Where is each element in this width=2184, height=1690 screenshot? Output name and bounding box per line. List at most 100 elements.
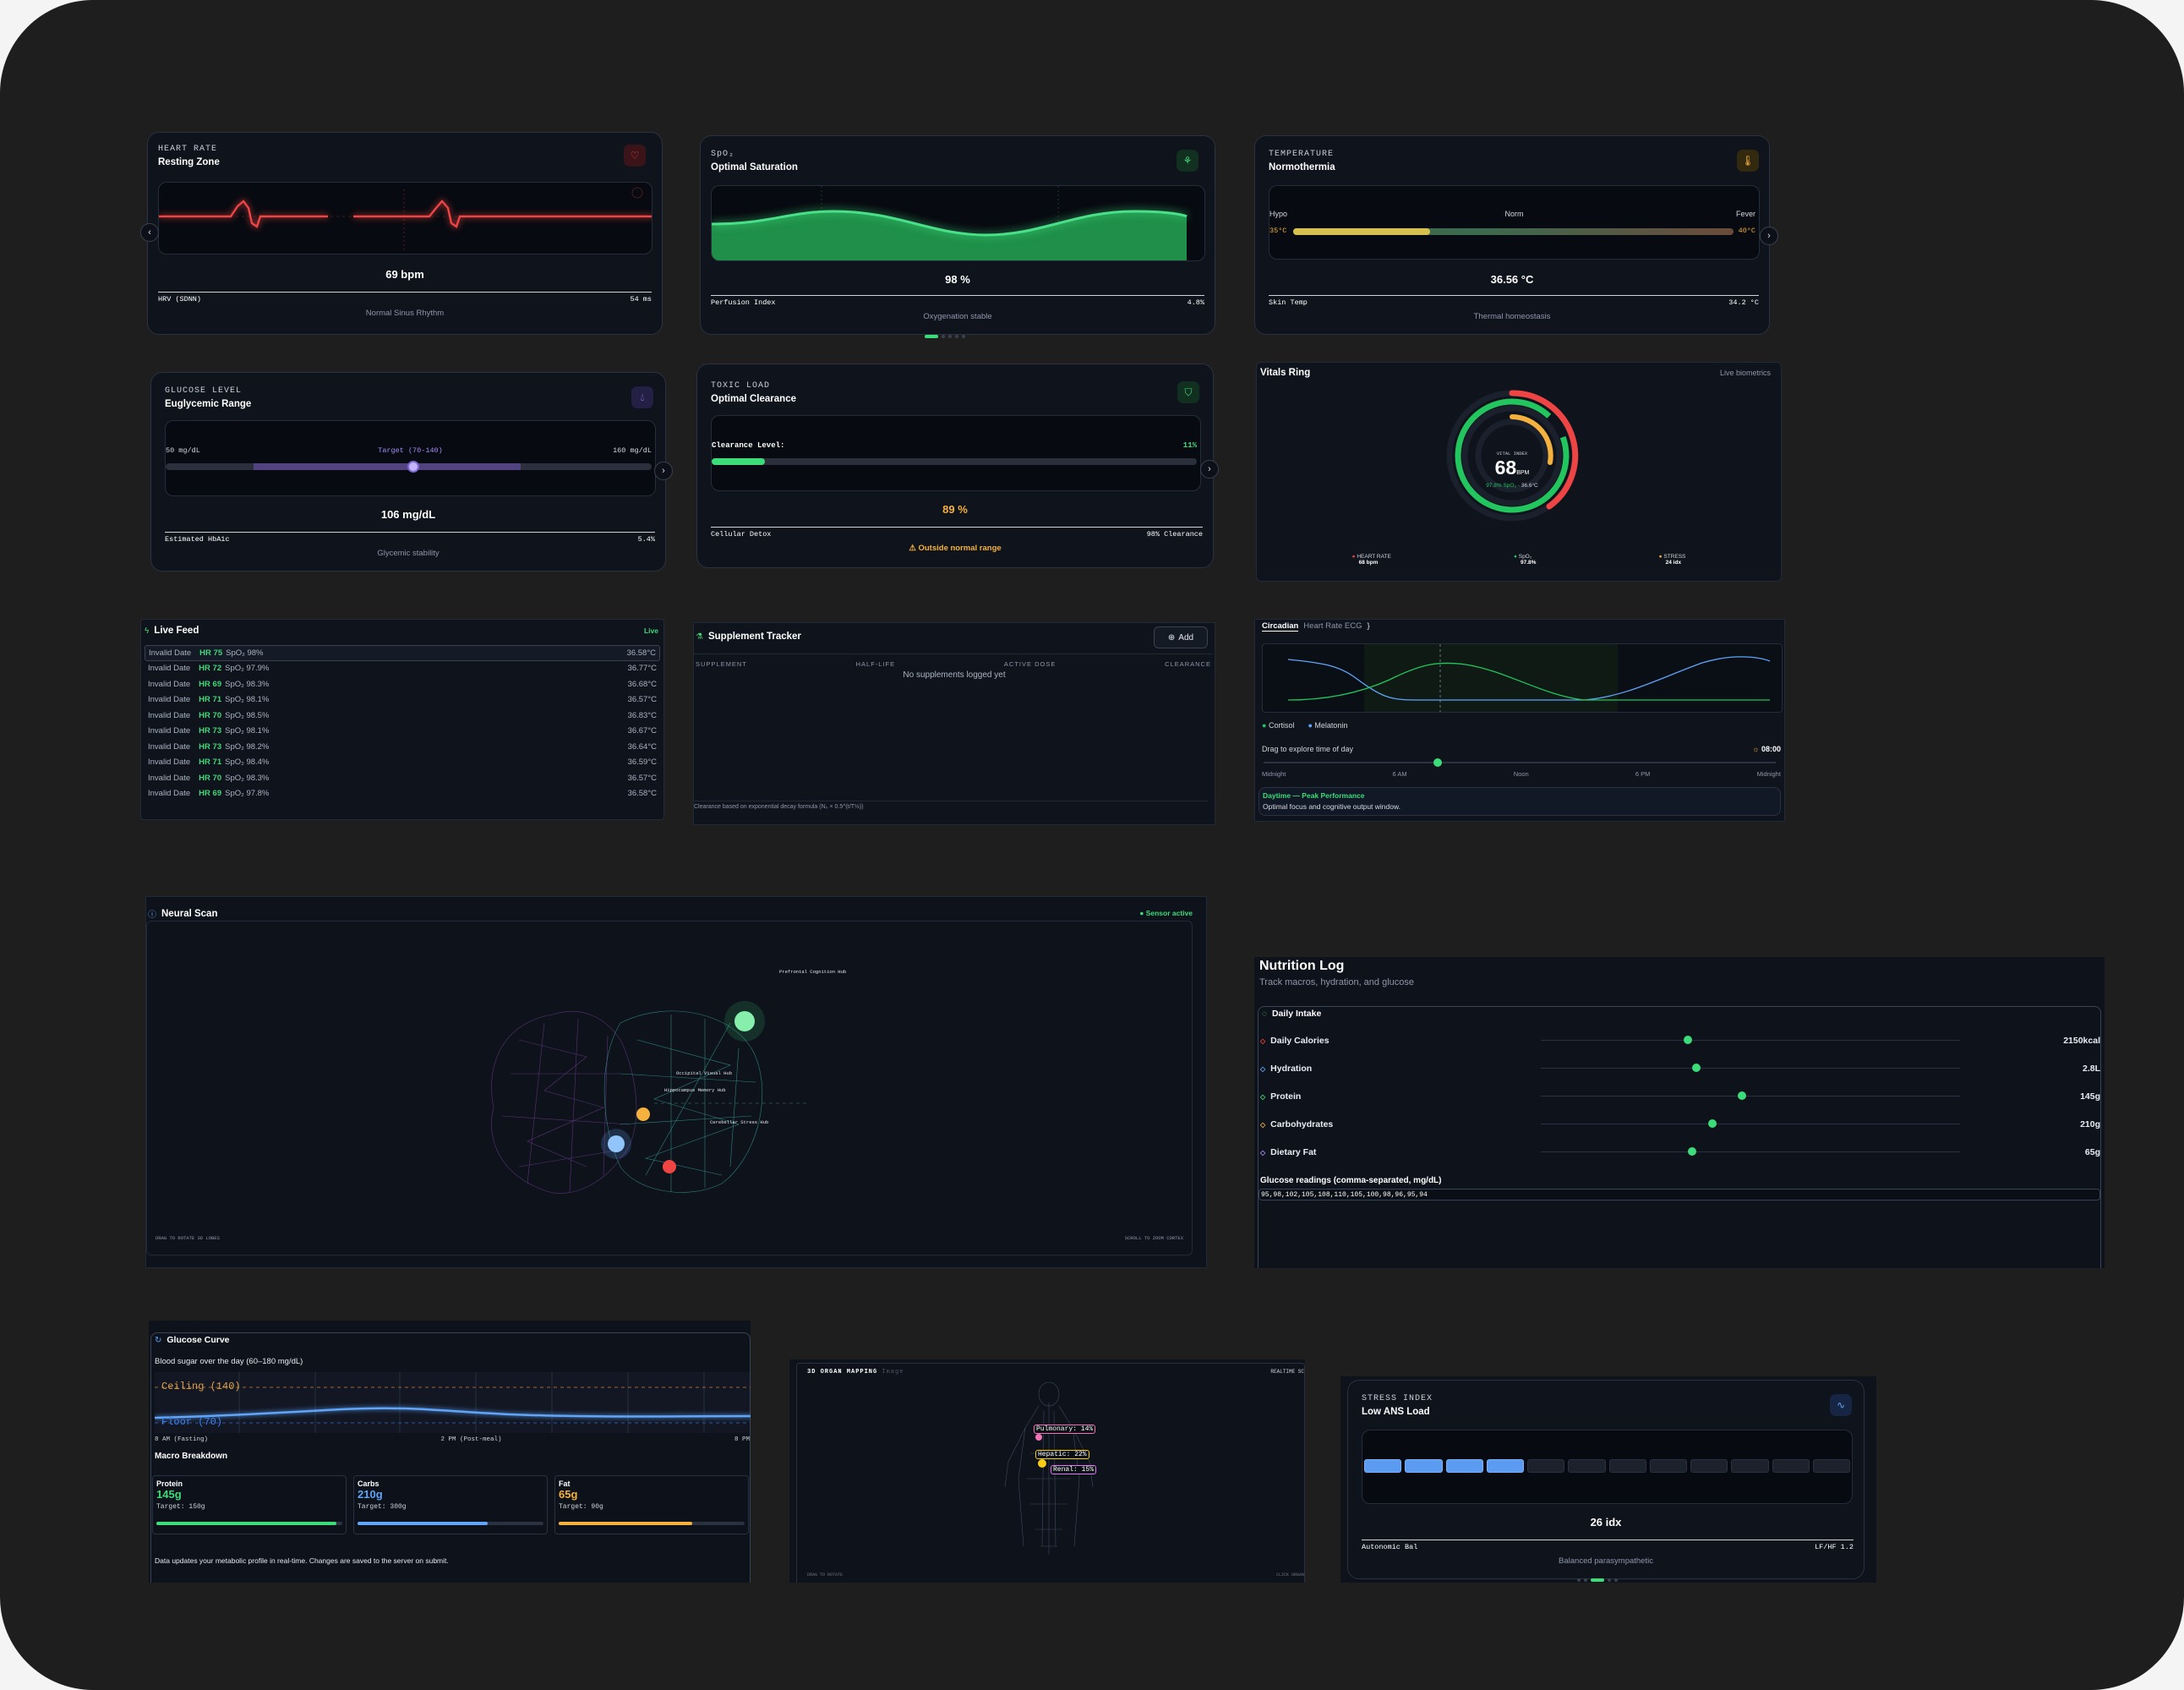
toxic-gauge-display: Clearance Level: 11%	[711, 415, 1201, 491]
intake-slider-thumb[interactable]	[1691, 1064, 1701, 1072]
feed-spo2: SpO₂ 98.4%	[225, 757, 270, 768]
macro-bar-fill	[358, 1522, 488, 1525]
neural-viewport[interactable]: Prefrontal Cognition Hub Occipital Visual…	[146, 921, 1193, 1255]
feed-row[interactable]: Invalid Date HR 69 SpO₂ 97.8% 36.58°C	[145, 786, 660, 802]
glucose-value: 106 mg/dL	[380, 508, 436, 521]
intake-slider-thumb[interactable]	[1687, 1147, 1696, 1156]
macro-card: Protein 145g Target: 150g	[152, 1475, 347, 1534]
body-wireframe[interactable]	[797, 1377, 1304, 1580]
occipital-node[interactable]	[636, 1108, 650, 1121]
macro-name: Fat	[559, 1479, 571, 1488]
temp-high: 40°C	[1738, 227, 1755, 235]
glucose-curve-title: Glucose Curve	[167, 1335, 230, 1345]
temp-gauge-display: Hypo Norm Fever 35°C 40°C	[1269, 185, 1760, 260]
heart-rate-card: HEART RATE Resting Zone ♡ 69 bpm HRV (SD…	[147, 132, 663, 335]
supplement-col-header: HALF-LIFE	[855, 660, 896, 668]
plus-icon: ⊕	[1167, 632, 1176, 643]
circadian-card: Circadian Heart Rate ECG } ● Cortisol ● …	[1254, 619, 1785, 822]
organ-click-hint: CLICK ORGAN	[1275, 1572, 1304, 1578]
macro-value: 210g	[358, 1488, 383, 1501]
autonomic-label: Autonomic Bal	[1362, 1543, 1418, 1551]
prefrontal-node[interactable]	[734, 1011, 755, 1031]
glucose-next-button[interactable]: ›	[654, 462, 673, 480]
intake-row: ◇ Carbohydrates 210g	[1259, 1116, 2100, 1133]
intake-label: Carbohydrates	[1270, 1119, 1334, 1129]
feed-row[interactable]: Invalid Date HR 73 SpO₂ 98.1% 36.67°C	[145, 724, 660, 740]
stress-pagination[interactable]	[1577, 1578, 1618, 1582]
glucose-level-marker	[407, 461, 420, 473]
intake-icon: ◇	[1260, 1148, 1266, 1157]
clearance-track	[712, 458, 1197, 465]
intake-slider-thumb[interactable]	[1708, 1119, 1717, 1128]
status-dot-icon: ●	[1139, 909, 1146, 917]
feed-row-left: Invalid Date HR 72 SpO₂ 97.9%	[148, 664, 269, 673]
stress-title: Low ANS Load	[1362, 1407, 1430, 1417]
feed-spo2: SpO₂ 98%	[226, 648, 264, 658]
feed-row-left: Invalid Date HR 75 SpO₂ 98%	[149, 648, 263, 658]
glucose-gauge-display: 50 mg/dL Target (70-140) 160 mg/dL	[165, 420, 656, 496]
spo2-pagination[interactable]	[925, 335, 965, 338]
glucose-curve-svg	[154, 1372, 751, 1433]
legend-dot-icon: ●	[1658, 554, 1664, 560]
glucose-status: Glycemic stability	[377, 549, 440, 558]
feed-temp: 36.68°C	[627, 679, 657, 689]
phase-title: Daytime — Peak Performance	[1263, 791, 1365, 800]
feed-spo2: SpO₂ 98.3%	[225, 773, 270, 783]
feed-row[interactable]: Invalid Date HR 71 SpO₂ 98.1% 36.57°C	[145, 692, 660, 708]
organ-label[interactable]: Pulmonary: 14%	[1034, 1425, 1096, 1434]
glucose-curve-header: ↻ Glucose Curve	[155, 1335, 230, 1345]
stress-bar-segment	[1364, 1459, 1402, 1473]
tab-heart-rate-ecg[interactable]: Heart Rate ECG	[1303, 621, 1362, 631]
heart-prev-button[interactable]: ‹	[140, 223, 159, 242]
stress-bar-segment	[1568, 1459, 1606, 1473]
feed-date: Invalid Date	[148, 741, 191, 752]
pill-icon: ⚗	[696, 632, 703, 642]
intake-slider-thumb[interactable]	[1738, 1091, 1747, 1100]
organ-label[interactable]: Hepatic: 22%	[1035, 1450, 1089, 1459]
feed-row-left: Invalid Date HR 70 SpO₂ 98.3%	[148, 774, 269, 783]
feed-hr: HR 73	[199, 741, 222, 752]
feed-row[interactable]: Invalid Date HR 73 SpO₂ 98.2% 36.64°C	[145, 739, 660, 755]
time-slider[interactable]	[1264, 758, 1776, 767]
temp-next-button[interactable]: ›	[1760, 227, 1778, 245]
leaf-icon: ◌	[1262, 1009, 1267, 1019]
glucose-min: 50 mg/dL	[166, 446, 200, 455]
intake-icon: ◇	[1260, 1036, 1266, 1045]
intake-slider-thumb[interactable]	[1683, 1036, 1692, 1044]
organ-rotate-hint: DRAG TO ROTATE	[807, 1572, 844, 1578]
organ-label[interactable]: Renal: 15%	[1051, 1465, 1097, 1474]
rotate-hint: DRAG TO ROTATE 3D LOBES	[156, 1235, 220, 1241]
feed-row[interactable]: Invalid Date HR 70 SpO₂ 98.5% 36.83°C	[145, 708, 660, 724]
feed-row[interactable]: Invalid Date HR 72 SpO₂ 97.9% 36.77°C	[145, 661, 660, 677]
time-slider-thumb[interactable]	[1433, 758, 1443, 767]
glucose-curve-note: Data updates your metabolic profile in r…	[155, 1556, 449, 1565]
glucose-readings-input[interactable]: 95,98,102,105,108,110,105,100,98,96,95,9…	[1259, 1189, 2100, 1201]
feed-spo2: SpO₂ 98.1%	[225, 695, 270, 705]
glucose-curve-x-axis: 8 AM (Fasting) 2 PM (Post-meal) 8 PM	[155, 1436, 750, 1443]
cerebellar-node[interactable]	[663, 1160, 676, 1173]
feed-row[interactable]: Invalid Date HR 69 SpO₂ 98.3% 36.68°C	[145, 676, 660, 692]
toxic-next-button[interactable]: ›	[1200, 460, 1219, 479]
intake-slider[interactable]	[1541, 1064, 1960, 1072]
add-supplement-button[interactable]: ⊕ Add	[1154, 626, 1208, 648]
toxic-title: Optimal Clearance	[711, 394, 796, 404]
organ-mapping-card: 3D ORGAN MAPPING Image REALTIME SC Pulmo…	[789, 1359, 1305, 1583]
stress-bars-display	[1362, 1430, 1853, 1504]
tab-circadian[interactable]: Circadian	[1262, 621, 1299, 632]
intake-slider[interactable]	[1541, 1091, 1960, 1100]
hippocampus-node[interactable]	[608, 1135, 625, 1152]
glucose-curve-line	[154, 1407, 751, 1419]
spo2-wave	[712, 186, 1188, 260]
spo2-tiny-label: SpO₂	[711, 150, 735, 159]
feed-row[interactable]: Invalid Date HR 70 SpO₂ 98.3% 36.57°C	[145, 770, 660, 786]
clearance-fill	[712, 458, 766, 465]
feed-row[interactable]: Invalid Date HR 71 SpO₂ 98.4% 36.59°C	[145, 755, 660, 771]
intake-slider[interactable]	[1541, 1147, 1960, 1156]
stress-bar-segment	[1527, 1459, 1565, 1473]
skin-temp-label: Skin Temp	[1269, 298, 1308, 307]
live-feed-list[interactable]: Invalid Date HR 75 SpO₂ 98% 36.58°C Invalid …	[145, 645, 660, 801]
intake-slider[interactable]	[1541, 1036, 1960, 1044]
feed-row[interactable]: Invalid Date HR 75 SpO₂ 98% 36.58°C	[145, 645, 660, 661]
pulse-icon: ϟ	[145, 626, 150, 636]
